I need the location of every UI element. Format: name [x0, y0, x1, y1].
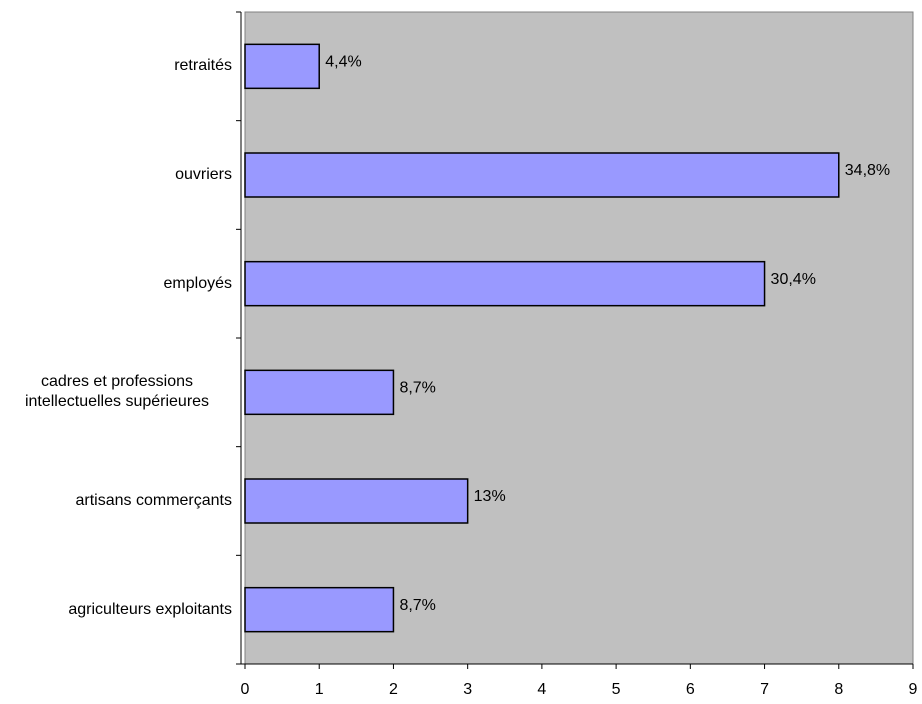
x-tick-label: 5: [612, 681, 621, 698]
bar: [244, 586, 395, 633]
y-tick-label: agriculteurs exploitants: [68, 600, 232, 620]
y-tick-label: ouvriers: [175, 165, 232, 185]
x-tick-label: 4: [537, 681, 546, 698]
value-label: 8,7%: [399, 597, 435, 614]
plot-area: [244, 11, 914, 665]
x-tick-label: 1: [315, 681, 324, 698]
value-label: 13%: [474, 488, 506, 505]
x-tick-label: 8: [834, 681, 843, 698]
x-tick-label: 0: [241, 681, 250, 698]
bar: [244, 369, 395, 416]
y-tick-label-text: ouvriers: [175, 166, 232, 183]
y-tick-label-text: agriculteurs exploitants: [68, 600, 232, 618]
value-label: 34,8%: [845, 162, 890, 179]
y-tick-label: retraités: [174, 56, 232, 76]
bar: [244, 152, 840, 198]
y-tick-label: artisans commerçants: [76, 491, 233, 511]
bar: [244, 43, 320, 90]
x-tick-label: 3: [463, 681, 472, 698]
value-label: 4,4%: [325, 54, 361, 71]
bar: [244, 260, 766, 307]
y-tick-label-text: cadres et professions intellectuelles su…: [24, 373, 210, 411]
y-tick-label: cadres et professions intellectuelles su…: [2, 372, 232, 412]
x-tick-label: 2: [389, 681, 398, 698]
y-tick-label: employés: [164, 274, 232, 294]
y-tick-label-text: retraités: [174, 57, 232, 75]
value-label: 30,4%: [771, 271, 816, 288]
x-tick-label: 9: [909, 681, 918, 698]
y-tick-label-text: employés: [163, 274, 232, 292]
value-label: 8,7%: [399, 380, 435, 397]
y-tick-label-text: artisans commerçants: [75, 492, 233, 509]
x-tick-label: 6: [686, 681, 695, 698]
x-tick-label: 7: [760, 681, 769, 698]
bar: [244, 478, 469, 524]
